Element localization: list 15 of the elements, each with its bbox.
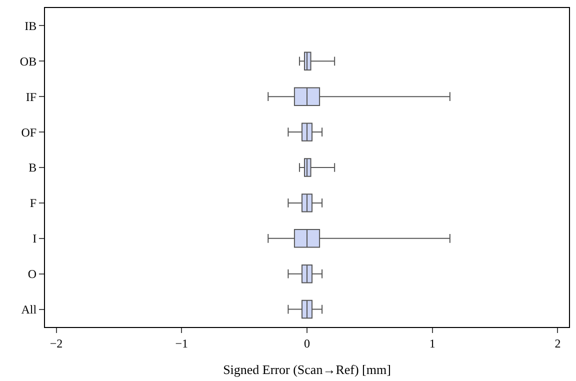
y-tick-label: OF (21, 125, 37, 140)
x-tick-label: 0 (304, 336, 310, 350)
y-tick-label: IB (24, 18, 37, 33)
y-tick-label: I (32, 232, 37, 246)
x-axis-title: Signed Error (Scan→Ref) [mm] (223, 362, 391, 377)
y-tick-label: B (28, 160, 37, 175)
y-tick-label: OB (20, 54, 37, 68)
x-tick-label: 2 (554, 336, 561, 350)
x-tick-label: −2 (50, 336, 63, 350)
y-tick-label: IF (26, 90, 37, 104)
y-tick-label: F (30, 196, 37, 210)
y-tick-label: O (28, 267, 37, 282)
x-tick-label: 1 (429, 336, 436, 350)
y-tick-label: All (21, 302, 38, 316)
x-tick-label: −1 (175, 336, 188, 350)
